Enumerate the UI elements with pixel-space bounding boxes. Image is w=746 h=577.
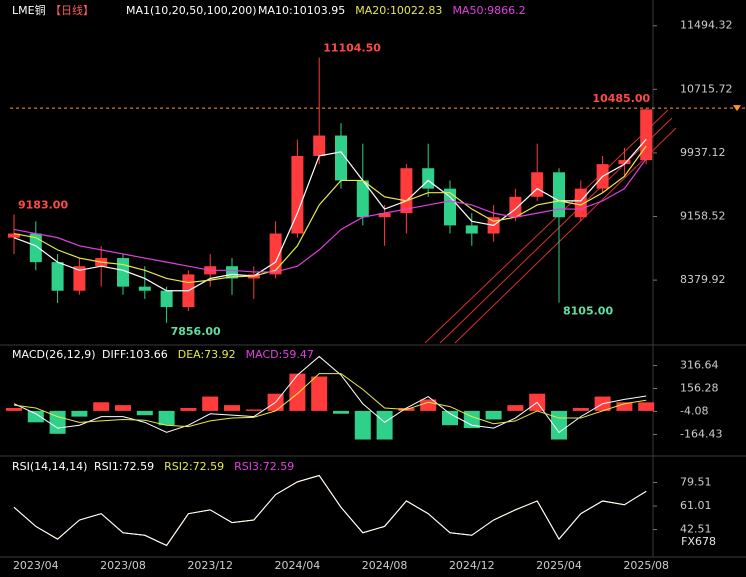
- candle-body: [160, 290, 173, 308]
- y-tick-label: 79.51: [680, 475, 712, 488]
- series-line: [13, 474, 647, 547]
- extreme-label: 9183.00: [18, 199, 68, 212]
- macd-bar: [180, 408, 197, 411]
- candle-body: [29, 233, 42, 263]
- macd-bar: [27, 410, 44, 423]
- macd-bar: [71, 410, 88, 417]
- macd-bar: [289, 373, 306, 411]
- x-tick-label: 2023/08: [100, 559, 146, 572]
- rsi-title: RSI(14,14,14): [12, 460, 87, 473]
- legend-entry: RSI1:72.59: [94, 460, 154, 473]
- candle-body: [574, 188, 587, 218]
- x-tick-label: 2025/08: [623, 559, 669, 572]
- extreme-label: 8105.00: [563, 305, 613, 318]
- macd-bar: [485, 410, 502, 420]
- macd-bar: [354, 410, 371, 440]
- y-tick-label: 11494.32: [680, 19, 733, 32]
- candle-body: [138, 286, 151, 291]
- macd-bar: [158, 410, 175, 426]
- channel-line: [454, 127, 677, 344]
- legend-entry: MA50:9866.2: [452, 4, 525, 17]
- macd-bar: [616, 402, 633, 411]
- macd-bar: [333, 410, 349, 414]
- macd-bar: [311, 376, 328, 411]
- candle-body: [356, 180, 369, 218]
- macd-bar: [442, 410, 458, 426]
- x-tick-label: 2024/08: [362, 559, 408, 572]
- candle-body: [335, 135, 347, 181]
- macd-bar: [6, 408, 22, 411]
- series-line: [13, 355, 647, 434]
- candle-body: [422, 168, 435, 189]
- channel-line: [424, 109, 669, 344]
- macd-bar: [507, 405, 524, 411]
- macd-bar: [376, 410, 393, 440]
- candle-body: [444, 188, 456, 226]
- candle-body: [378, 213, 391, 218]
- x-tick-label: 2024/12: [449, 559, 495, 572]
- candle-body: [313, 135, 326, 156]
- legend-entry: RSI3:72.59: [234, 460, 294, 473]
- legend-entry: MA10:10103.95: [258, 4, 345, 17]
- y-tick-label: 156.28: [680, 381, 719, 394]
- candle-body: [73, 266, 86, 291]
- series-line: [13, 373, 647, 428]
- candle-body: [51, 262, 64, 291]
- macd-bar: [93, 402, 110, 411]
- macd-bar: [49, 410, 66, 434]
- macd-bar: [638, 402, 655, 411]
- macd-bar: [202, 396, 219, 411]
- candle-body: [553, 172, 565, 218]
- y-tick-label: 9937.12: [680, 146, 726, 159]
- candle-body: [509, 196, 522, 218]
- candle-body: [8, 233, 20, 238]
- series-line: [13, 138, 647, 292]
- trend-channel: [424, 109, 677, 344]
- extreme-label: 7856.00: [171, 325, 221, 338]
- candle-body: [618, 160, 631, 165]
- watermark: FX678: [681, 535, 716, 548]
- series-line: [13, 474, 647, 547]
- y-tick-label: 42.51: [680, 523, 712, 536]
- macd-bar: [136, 410, 153, 416]
- y-tick-label: 61.01: [680, 499, 712, 512]
- price-marker: [733, 105, 741, 112]
- macd-bar: [115, 405, 131, 411]
- macd-bar: [572, 408, 589, 411]
- series-line: [13, 158, 647, 273]
- instrument: LME铜: [12, 3, 46, 17]
- legend-entry: MACD:59.47: [246, 348, 314, 361]
- y-tick-label: 8379.92: [680, 273, 726, 286]
- channel-line: [439, 117, 673, 344]
- candle-body: [640, 109, 653, 161]
- x-tick-label: 2025/04: [536, 559, 582, 572]
- series-line: [13, 474, 647, 547]
- ma-label: MA1(10,20,50,100,200): [126, 4, 257, 17]
- macd-bar: [245, 409, 262, 411]
- legend-entry: DIFF:103.66: [102, 348, 168, 361]
- x-tick-label: 2023/12: [187, 559, 233, 572]
- extreme-label: 10485.00: [592, 92, 650, 105]
- candle-body: [291, 155, 304, 234]
- y-tick-label: -4.08: [680, 404, 708, 417]
- period: 【日线】: [50, 3, 94, 17]
- macd-title: MACD(26,12,9): [12, 348, 96, 361]
- y-tick-label: 9158.52: [680, 210, 726, 223]
- macd-bar: [224, 405, 240, 411]
- x-tick-label: 2024/04: [275, 559, 321, 572]
- candle-body: [465, 225, 478, 234]
- legend-entry: RSI2:72.59: [164, 460, 224, 473]
- y-tick-label: 10715.72: [680, 82, 733, 95]
- legend-entry: MA20:10022.83: [355, 4, 442, 17]
- series-line: [13, 145, 647, 284]
- y-tick-label: -164.43: [680, 427, 722, 440]
- macd-bar: [420, 399, 437, 411]
- y-tick-label: 316.64: [680, 359, 719, 372]
- legend-entry: DEA:73.92: [178, 348, 236, 361]
- extreme-label: 11104.50: [323, 42, 381, 55]
- x-tick-label: 2023/04: [13, 559, 59, 572]
- candle-body: [400, 168, 413, 214]
